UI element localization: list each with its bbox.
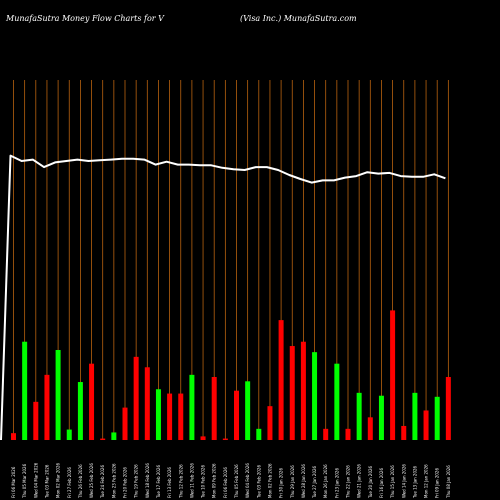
chart-title-left: MunafaSutra Money Flow Charts for V: [6, 14, 164, 23]
x-tick-label: Fri 06 Feb 2026: [223, 467, 228, 498]
x-tick-label: Wed 11 Feb 2026: [189, 463, 194, 498]
bar-red: [222, 438, 228, 440]
bar-red: [423, 410, 429, 440]
bar-red: [122, 407, 128, 440]
bar-red: [300, 341, 306, 440]
bar-green: [155, 389, 161, 440]
price-line: [0, 154, 446, 441]
x-tick-label: Mon 02 Feb 2026: [267, 463, 272, 498]
x-tick-label: Fri 23 Jan 2026: [334, 468, 339, 498]
x-tick-label: Tue 03 Feb 2026: [256, 465, 261, 499]
x-tick-label: Wed 14 Jan 2026: [401, 464, 406, 498]
bar-red: [167, 393, 173, 440]
x-tick-label: Fri 20 Feb 2026: [123, 467, 128, 498]
x-tick-label: Thu 12 Feb 2026: [178, 464, 183, 499]
bar-red: [178, 393, 184, 440]
x-tick-label: Wed 18 Feb 2026: [145, 463, 150, 498]
price-line-path: [0, 154, 446, 441]
bar-green: [412, 392, 418, 440]
x-tick-label: Thu 05 Mar 2026: [22, 463, 27, 499]
bar-green: [245, 381, 251, 440]
bar-green: [77, 382, 83, 440]
bar-red: [289, 346, 295, 440]
bar-red: [200, 436, 206, 440]
bar-green: [434, 396, 440, 440]
bar-red: [278, 320, 284, 440]
bar-red: [211, 377, 217, 440]
bar-red: [144, 367, 150, 440]
x-tick-label: Mon 12 Jan 2026: [424, 464, 429, 498]
bar-green: [189, 374, 195, 440]
x-tick-label: Wed 21 Jan 2026: [357, 464, 362, 498]
x-tick-label: Fri 06 Mar 2026: [11, 466, 16, 498]
x-tick-label: Tue 24 Feb 2026: [100, 465, 105, 499]
bar-green: [111, 432, 117, 440]
x-tick-label: Thu 26 Feb 2026: [78, 464, 83, 499]
bar-green: [334, 363, 340, 440]
x-tick-label: Wed 04 Feb 2026: [245, 463, 250, 498]
x-tick-label: Tue 17 Feb 2026: [156, 465, 161, 499]
x-tick-label: Thu 08 Jan 2026: [446, 465, 451, 499]
x-tick-label: Thu 05 Feb 2026: [234, 464, 239, 499]
bar-red: [323, 428, 329, 440]
x-tick-label: Tue 20 Jan 2026: [368, 465, 373, 499]
x-tick-label: Tue 13 Jan 2026: [412, 465, 417, 499]
bar-green: [55, 350, 61, 440]
x-tick-label: Wed 04 Mar 2026: [33, 462, 38, 498]
x-tick-label: Thu 22 Jan 2026: [346, 465, 351, 499]
bar-red: [267, 406, 273, 440]
bar-red: [89, 363, 95, 440]
x-tick-label: Tue 10 Feb 2026: [201, 465, 206, 499]
bar-green: [256, 428, 262, 440]
x-tick-label: Mon 02 Mar 2026: [56, 462, 61, 498]
bar-green: [66, 429, 72, 440]
bar-red: [234, 390, 239, 440]
bar-red: [33, 401, 39, 440]
x-tick-label: Fri 30 Jan 2026: [279, 468, 284, 498]
bar-red: [390, 310, 396, 440]
x-tick-label: Tue 03 Mar 2026: [44, 464, 49, 499]
x-tick-label: Wed 25 Feb 2026: [89, 463, 94, 498]
bar-red: [345, 428, 351, 440]
x-tick-label: Fri 09 Jan 2026: [435, 468, 440, 498]
bar-red: [445, 377, 451, 440]
x-tick-label: Mon 23 Feb 2026: [111, 463, 116, 498]
bar-red: [11, 433, 16, 440]
bar-red: [44, 374, 50, 440]
money-flow-bars: [11, 310, 451, 440]
x-tick-label: Fri 27 Feb 2026: [67, 467, 72, 498]
bar-green: [378, 395, 384, 440]
bar-red: [133, 356, 139, 440]
x-tick-label: Wed 28 Jan 2026: [301, 464, 306, 498]
x-tick-label: Mon 09 Feb 2026: [212, 463, 217, 498]
x-tick-label: Thu 29 Jan 2026: [290, 465, 295, 499]
x-tick-label: Tue 27 Jan 2026: [312, 465, 317, 499]
x-axis-ticks: Fri 06 Mar 2026 Thu 05 Mar 2026 Wed 04 Mar…: [11, 462, 451, 499]
bar-green: [312, 352, 318, 440]
bar-green: [22, 341, 28, 440]
x-tick-label: Mon 26 Jan 2026: [323, 464, 328, 498]
bar-red: [401, 425, 407, 440]
x-tick-label: Fri 13 Feb 2026: [167, 467, 172, 498]
x-tick-label: Thu 19 Feb 2026: [134, 464, 139, 499]
chart-title-right: (Visa Inc.) MunafaSutra.com: [240, 14, 357, 23]
x-tick-label: Fri 16 Jan 2026: [379, 468, 384, 498]
bar-green: [356, 392, 362, 440]
bar-red: [100, 438, 106, 440]
x-tick-label: Thu 15 Jan 2026: [390, 465, 395, 499]
bar-red: [367, 417, 373, 440]
